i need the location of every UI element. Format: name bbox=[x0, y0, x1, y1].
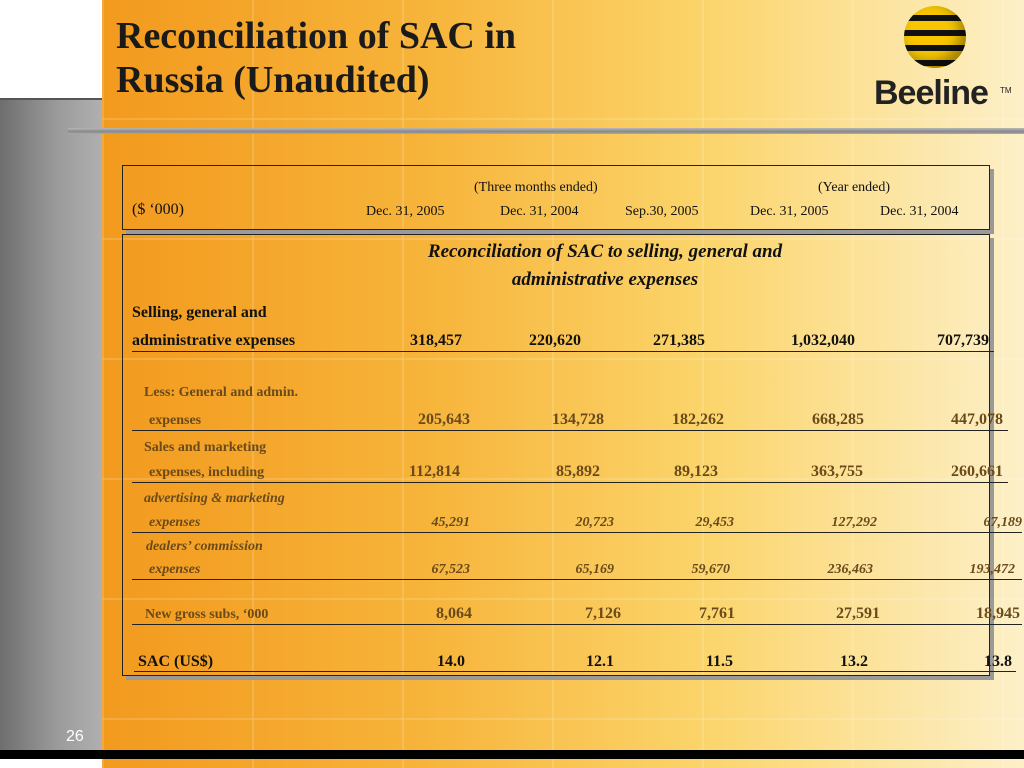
table-cell: 134,728 bbox=[552, 411, 604, 428]
table-cell: 12.1 bbox=[586, 653, 614, 670]
table-cell: 67,189 bbox=[983, 515, 1023, 530]
table-cell: 14.0 bbox=[437, 653, 465, 670]
table-cell: 236,463 bbox=[827, 562, 874, 577]
table-cell: 7,126 bbox=[585, 605, 621, 622]
section-title-line-2: administrative expenses bbox=[511, 269, 699, 290]
left-white-corner bbox=[0, 0, 102, 98]
row-label: Sales and marketing bbox=[144, 440, 267, 455]
row-label: Selling, general and bbox=[132, 304, 267, 321]
table-cell: 13.8 bbox=[984, 653, 1012, 670]
logo-wordmark: Beeline bbox=[874, 74, 989, 112]
row-underline bbox=[132, 430, 1008, 431]
table-cell: 67,523 bbox=[431, 562, 471, 577]
table-cell: 112,814 bbox=[408, 463, 460, 480]
table-cell: 29,453 bbox=[695, 515, 735, 530]
table-cell: 89,123 bbox=[674, 463, 718, 480]
row-underline bbox=[132, 532, 1022, 533]
table-cell: 13.2 bbox=[840, 653, 868, 670]
row-label: New gross subs, ‘000 bbox=[145, 607, 269, 622]
table-cell: 205,643 bbox=[418, 411, 470, 428]
table-cell: 182,262 bbox=[672, 411, 724, 428]
table-cell: 45,291 bbox=[431, 515, 471, 530]
title-line-2: Russia (Unaudited) bbox=[116, 59, 430, 101]
left-gray-strip bbox=[0, 98, 102, 750]
row-label: advertising & marketing bbox=[144, 491, 285, 506]
title-line-1: Reconciliation of SAC in bbox=[116, 15, 517, 57]
row-underline bbox=[134, 671, 1016, 672]
row-label: expenses bbox=[149, 562, 201, 577]
left-divider bbox=[0, 98, 102, 100]
table-cell: 363,755 bbox=[811, 463, 863, 480]
column-header: Sep.30, 2005 bbox=[625, 204, 699, 219]
table-cell: 65,169 bbox=[575, 562, 615, 577]
table-cell: 447,078 bbox=[951, 411, 1003, 428]
row-underline bbox=[132, 482, 1008, 483]
table-cell: 7,761 bbox=[699, 605, 735, 622]
column-header: Dec. 31, 2005 bbox=[366, 204, 445, 219]
footer-bar bbox=[0, 750, 1024, 759]
table-cell: 193,472 bbox=[969, 562, 1016, 577]
table-cell: 318,457 bbox=[410, 332, 462, 349]
table-cell: 18,945 bbox=[976, 605, 1020, 622]
group-three-months: (Three months ended) bbox=[474, 180, 598, 195]
table-cell: 707,739 bbox=[937, 332, 989, 349]
row-label: administrative expenses bbox=[132, 332, 296, 349]
beeline-logo-icon bbox=[904, 6, 966, 68]
row-underline bbox=[132, 579, 1022, 580]
column-header: Dec. 31, 2005 bbox=[750, 204, 829, 219]
title-divider bbox=[68, 128, 1024, 134]
row-underline bbox=[132, 351, 994, 352]
column-header: Dec. 31, 2004 bbox=[500, 204, 579, 219]
table-cell: 11.5 bbox=[705, 653, 733, 670]
table-cell: 260,661 bbox=[951, 463, 1003, 480]
row-label: Less: General and admin. bbox=[144, 385, 299, 400]
logo-trademark: TM bbox=[1000, 86, 1012, 95]
group-year: (Year ended) bbox=[818, 180, 891, 195]
table-cell: 220,620 bbox=[529, 332, 581, 349]
page-number: 26 bbox=[66, 728, 84, 745]
row-label: expenses bbox=[149, 515, 201, 530]
table-cell: 27,591 bbox=[836, 605, 880, 622]
table-cell: 20,723 bbox=[575, 515, 615, 530]
column-header: Dec. 31, 2004 bbox=[880, 204, 959, 219]
units-label: ($ ‘000) bbox=[132, 201, 184, 218]
row-label: SAC (US$) bbox=[138, 653, 214, 670]
row-label: expenses bbox=[149, 413, 202, 428]
row-label: dealers’ commission bbox=[146, 539, 263, 554]
slide-title: Reconciliation of SAC in Russia (Unaudit… bbox=[116, 14, 716, 102]
section-title-line-1: Reconciliation of SAC to selling, genera… bbox=[427, 241, 783, 262]
table-header-box bbox=[122, 165, 990, 230]
table-cell: 668,285 bbox=[812, 411, 864, 428]
table-cell: 85,892 bbox=[556, 463, 600, 480]
row-label: expenses, including bbox=[149, 465, 265, 480]
table-cell: 271,385 bbox=[653, 332, 705, 349]
table-body-box bbox=[122, 234, 990, 676]
table-cell: 127,292 bbox=[831, 515, 878, 530]
table-cell: 59,670 bbox=[691, 562, 731, 577]
row-underline bbox=[132, 624, 1022, 625]
table-cell: 1,032,040 bbox=[791, 332, 855, 349]
table-cell: 8,064 bbox=[436, 605, 472, 622]
